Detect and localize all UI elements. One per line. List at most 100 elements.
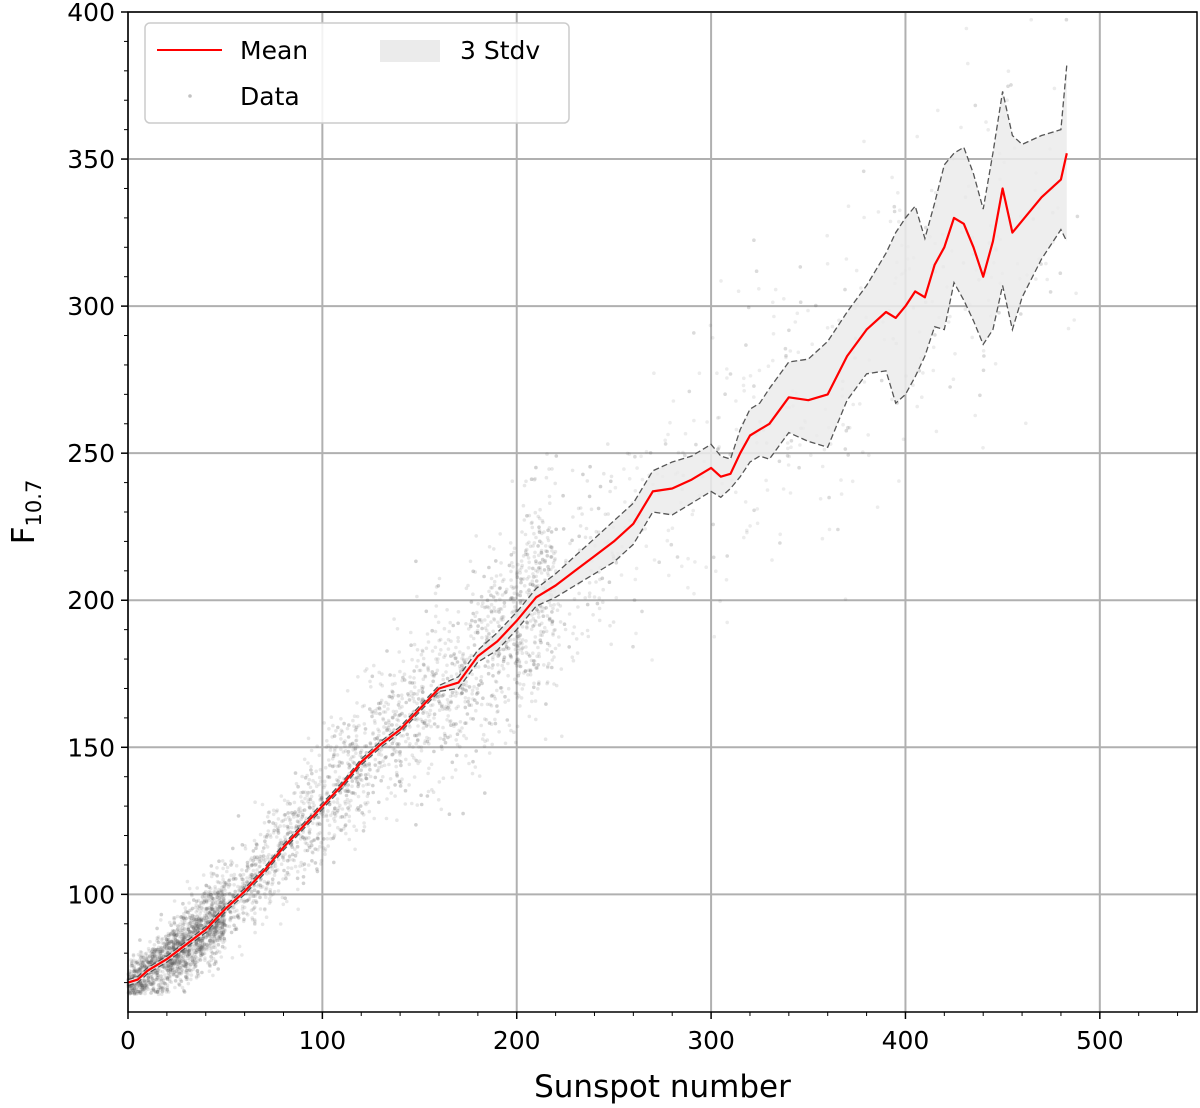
data-point — [364, 744, 369, 748]
data-point — [276, 843, 281, 848]
data-point — [535, 607, 539, 612]
data-point — [220, 889, 224, 893]
data-point — [338, 803, 342, 808]
data-point — [214, 907, 219, 911]
data-point — [133, 983, 137, 988]
data-point — [948, 314, 952, 319]
data-point — [265, 855, 270, 859]
data-point — [282, 824, 286, 828]
data-point — [389, 694, 393, 699]
data-point — [568, 541, 572, 546]
data-point — [292, 791, 296, 796]
data-point — [232, 909, 237, 914]
data-point — [534, 579, 539, 583]
data-point — [213, 945, 217, 950]
data-point — [499, 561, 503, 565]
data-point — [431, 679, 436, 684]
data-point — [238, 885, 243, 889]
data-point — [175, 964, 180, 969]
data-point — [146, 946, 151, 951]
data-point — [898, 208, 902, 213]
data-point — [388, 673, 392, 677]
data-point — [212, 933, 216, 937]
data-point — [536, 566, 541, 570]
data-point — [390, 716, 395, 720]
data-point — [539, 560, 544, 565]
data-point — [350, 741, 355, 746]
data-point — [321, 814, 326, 819]
data-point — [421, 711, 425, 715]
data-point — [412, 669, 417, 673]
data-point — [332, 833, 337, 837]
data-point — [498, 586, 502, 590]
data-point — [335, 753, 340, 757]
data-point — [377, 738, 381, 743]
data-point — [152, 943, 157, 947]
data-point — [511, 600, 516, 604]
data-point — [254, 900, 259, 904]
data-point — [574, 637, 579, 641]
data-point — [519, 580, 523, 585]
data-point — [530, 699, 534, 704]
data-point — [611, 620, 616, 624]
data-point — [417, 689, 421, 693]
data-point — [546, 573, 551, 578]
data-point — [554, 527, 558, 532]
data-point — [303, 841, 308, 845]
data-point — [507, 723, 512, 728]
data-point — [295, 819, 300, 823]
data-point — [410, 681, 415, 685]
data-point — [724, 578, 729, 582]
data-point — [314, 784, 319, 789]
data-point — [929, 188, 934, 193]
data-point — [262, 821, 267, 825]
data-point — [786, 463, 791, 467]
data-point — [131, 952, 136, 957]
data-point — [479, 594, 484, 599]
data-point — [217, 859, 221, 863]
data-point — [359, 768, 363, 772]
data-point — [516, 562, 520, 567]
data-point — [535, 654, 539, 659]
data-point — [757, 287, 761, 291]
data-point — [476, 624, 480, 628]
data-point — [606, 512, 610, 516]
data-point — [182, 949, 187, 954]
data-point — [368, 707, 372, 711]
data-point — [208, 930, 212, 935]
data-point — [217, 950, 222, 954]
data-point — [441, 677, 446, 682]
data-point — [515, 696, 520, 700]
data-point — [177, 954, 182, 958]
data-point — [207, 960, 211, 964]
data-point — [395, 818, 399, 822]
data-point — [625, 451, 630, 456]
data-point — [461, 682, 466, 687]
data-point — [195, 947, 199, 952]
data-point — [609, 474, 614, 479]
data-point — [477, 618, 482, 622]
data-point — [520, 638, 525, 642]
data-point — [512, 730, 516, 734]
data-point — [214, 936, 219, 941]
data-point — [418, 668, 423, 673]
data-point — [164, 943, 169, 948]
data-point — [151, 955, 155, 959]
data-point — [520, 641, 524, 646]
data-point — [545, 452, 549, 456]
data-point — [519, 590, 523, 594]
data-point — [419, 745, 424, 749]
data-point — [538, 507, 542, 512]
data-point — [196, 959, 200, 963]
data-point — [136, 962, 141, 966]
data-point — [770, 558, 774, 562]
data-point — [690, 512, 695, 517]
data-point — [164, 943, 169, 948]
data-point — [540, 557, 545, 562]
data-point — [545, 614, 550, 618]
data-point — [170, 948, 174, 953]
data-point — [544, 702, 548, 706]
data-point — [387, 723, 392, 727]
data-point — [585, 479, 590, 483]
data-point — [289, 825, 294, 830]
